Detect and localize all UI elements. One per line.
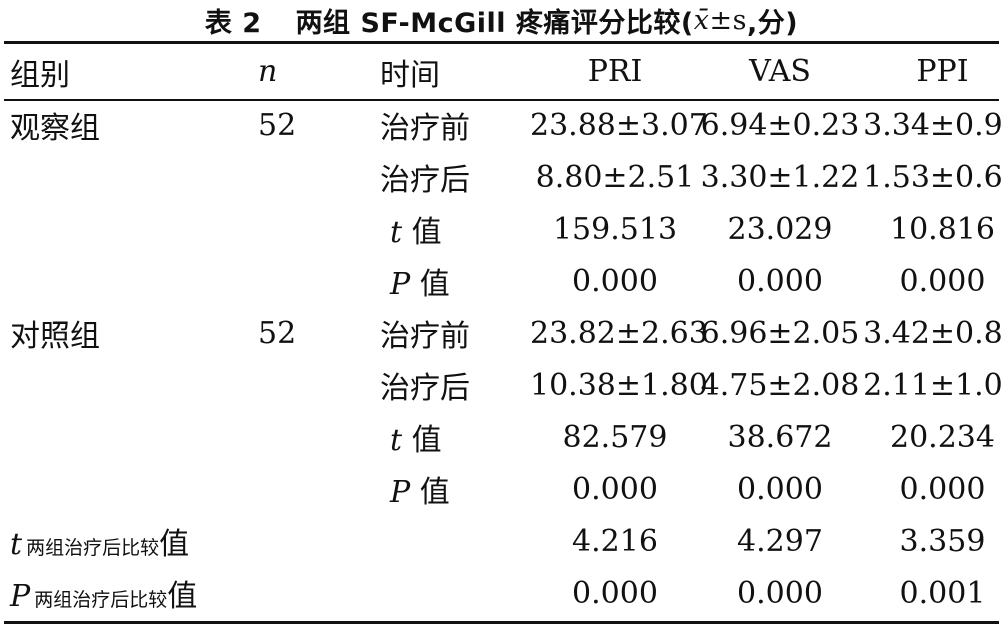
ppi-cell: 2.11±1.02: [863, 367, 1003, 403]
pri-cell: 8.80±2.51: [535, 159, 695, 195]
pri-cell: 23.82±2.63: [530, 315, 708, 351]
ppi-cell: 0.001: [899, 575, 986, 611]
top-rule: [4, 41, 999, 44]
vas-cell: 6.94±0.23: [700, 107, 860, 143]
header-ppi: PPI: [916, 54, 969, 89]
group-n: 52: [258, 315, 297, 351]
score-table: 组别 n 时间 PRI VAS PPI 观察组 52 治疗前 23.88±3.0…: [4, 44, 1003, 619]
time-cell: P 值: [390, 267, 450, 302]
table-title: 表 2 两组 SF-McGill 疼痛评分比较( x̄±s ,分): [0, 0, 1003, 40]
time-cell: t 值: [390, 423, 442, 458]
group-name: 对照组: [10, 319, 100, 354]
table-row: t 两组治疗后比较值 4.216 4.297 3.359: [4, 515, 1003, 567]
ppi-cell: 1.53±0.69: [863, 159, 1003, 195]
vas-cell: 38.672: [727, 419, 833, 455]
table-row: t 值 82.579 38.672 20.234: [4, 411, 1003, 463]
vas-cell: 23.029: [727, 211, 833, 247]
ppi-cell: 10.816: [890, 211, 995, 247]
ppi-cell: 3.359: [899, 523, 986, 559]
table-row: P 值 0.000 0.000 0.000: [4, 255, 1003, 307]
pri-cell: 23.88±3.07: [530, 107, 708, 143]
caption-suffix: ,分): [747, 7, 799, 39]
vas-cell: 0.000: [737, 575, 823, 611]
time-cell: P 值: [390, 475, 450, 510]
pri-cell: 10.38±1.80: [530, 367, 708, 403]
header-n: n: [258, 54, 278, 89]
caption-stat: x̄±s: [693, 4, 747, 36]
ppi-cell: 20.234: [890, 419, 995, 455]
table-row: 对照组 52 治疗前 23.82±2.63 6.96±2.05 3.42±0.8…: [4, 307, 1003, 359]
comparison-label: P 两组治疗后比较值: [10, 579, 198, 614]
pri-cell: 4.216: [572, 523, 658, 559]
ppi-cell: 3.42±0.82: [863, 315, 1003, 351]
vas-cell: 6.96±2.05: [700, 315, 860, 351]
table-row: P 值 0.000 0.000 0.000: [4, 463, 1003, 515]
header-rule: [4, 99, 999, 101]
header-row: 组别 n 时间 PRI VAS PPI: [4, 44, 1003, 99]
header-vas: VAS: [749, 54, 811, 89]
time-cell: 治疗前: [380, 111, 470, 146]
pri-cell: 159.513: [552, 211, 678, 247]
ppi-cell: 0.000: [899, 263, 986, 299]
pri-cell: 0.000: [572, 263, 658, 299]
time-cell: 治疗后: [380, 371, 470, 406]
header-pri: PRI: [587, 54, 643, 89]
table-row: 治疗后 10.38±1.80 4.75±2.08 2.11±1.02: [4, 359, 1003, 411]
table-row: 观察组 52 治疗前 23.88±3.07 6.94±0.23 3.34±0.9…: [4, 99, 1003, 151]
table-row: P 两组治疗后比较值 0.000 0.000 0.001: [4, 567, 1003, 619]
header-time: 时间: [380, 57, 440, 93]
group-name: 观察组: [10, 111, 100, 146]
ppi-cell: 3.34±0.96: [863, 107, 1003, 143]
vas-cell: 4.297: [737, 523, 823, 559]
vas-cell: 3.30±1.22: [700, 159, 860, 195]
table-row: 治疗后 8.80±2.51 3.30±1.22 1.53±0.69: [4, 151, 1003, 203]
vas-cell: 0.000: [737, 471, 823, 507]
vas-cell: 0.000: [737, 263, 823, 299]
pri-cell: 0.000: [572, 575, 658, 611]
time-cell: 治疗前: [380, 319, 470, 354]
vas-cell: 4.75±2.08: [700, 367, 860, 403]
header-group: 组别: [10, 57, 70, 93]
pri-cell: 82.579: [562, 419, 668, 455]
comparison-label: t 两组治疗后比较值: [10, 527, 190, 562]
group-n: 52: [258, 107, 297, 143]
table-caption: 两组 SF-McGill 疼痛评分比较(: [295, 7, 694, 39]
table-number: 表 2: [204, 7, 262, 39]
time-cell: 治疗后: [380, 163, 470, 198]
pri-cell: 0.000: [572, 471, 658, 507]
ppi-cell: 0.000: [899, 471, 986, 507]
table-row: t 值 159.513 23.029 10.816: [4, 203, 1003, 255]
time-cell: t 值: [390, 215, 442, 250]
bottom-rule: [4, 621, 999, 624]
